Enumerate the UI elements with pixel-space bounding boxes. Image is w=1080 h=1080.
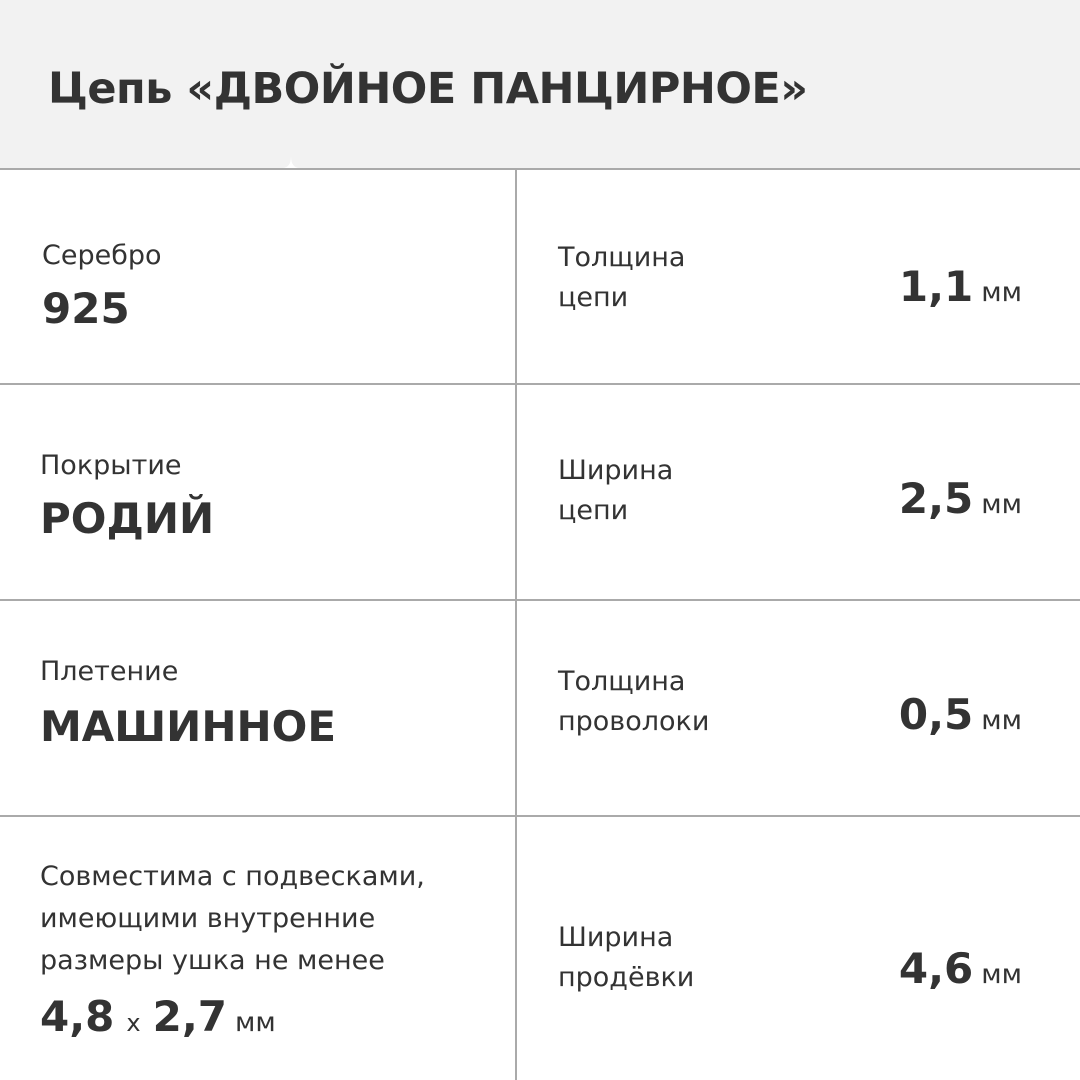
- chain-width-label: Ширина цепи: [558, 455, 674, 526]
- compatibility-text: Совместима с подвесками, имеющими внутре…: [40, 856, 425, 982]
- times-sign: x: [126, 1009, 141, 1037]
- loop-height: 2,7: [152, 992, 228, 1041]
- chain-width-value: 2,5 мм: [898, 474, 1022, 523]
- unit: мм: [235, 1007, 276, 1038]
- divider: [0, 815, 1080, 817]
- compat-line: размеры ушка не менее: [40, 945, 385, 976]
- coating-value: РОДИЙ: [40, 494, 215, 543]
- weave-label: Плетение: [40, 656, 179, 687]
- loop-dimensions: 4,8 x 2,7 мм: [40, 992, 276, 1041]
- metal-value: 925: [42, 284, 130, 333]
- divider: [0, 383, 1080, 385]
- chain-thickness-label: Толщина цепи: [558, 242, 686, 313]
- header: Цепь «ДВОЙНОЕ ПАНЦИРНОЕ»: [0, 0, 1080, 168]
- weave-value: МАШИННОЕ: [40, 702, 337, 751]
- compat-line: имеющими внутренние: [40, 903, 376, 934]
- page-title: Цепь «ДВОЙНОЕ ПАНЦИРНОЕ»: [48, 64, 808, 114]
- chain-thickness-value: 1,1 мм: [898, 262, 1022, 311]
- metal-label: Серебро: [42, 240, 162, 271]
- divider: [0, 168, 1080, 170]
- loop-width: 4,8: [40, 992, 115, 1041]
- wire-thickness-value: 0,5 мм: [898, 690, 1022, 739]
- coating-label: Покрытие: [40, 450, 182, 481]
- wire-thickness-label: Толщина проволоки: [558, 666, 710, 737]
- compat-line: Совместима с подвесками,: [40, 861, 425, 892]
- notch-decoration: [282, 156, 300, 168]
- divider-vertical: [515, 168, 517, 1080]
- threading-width-value: 4,6 мм: [898, 944, 1022, 993]
- divider: [0, 599, 1080, 601]
- threading-width-label: Ширина продёвки: [558, 922, 695, 993]
